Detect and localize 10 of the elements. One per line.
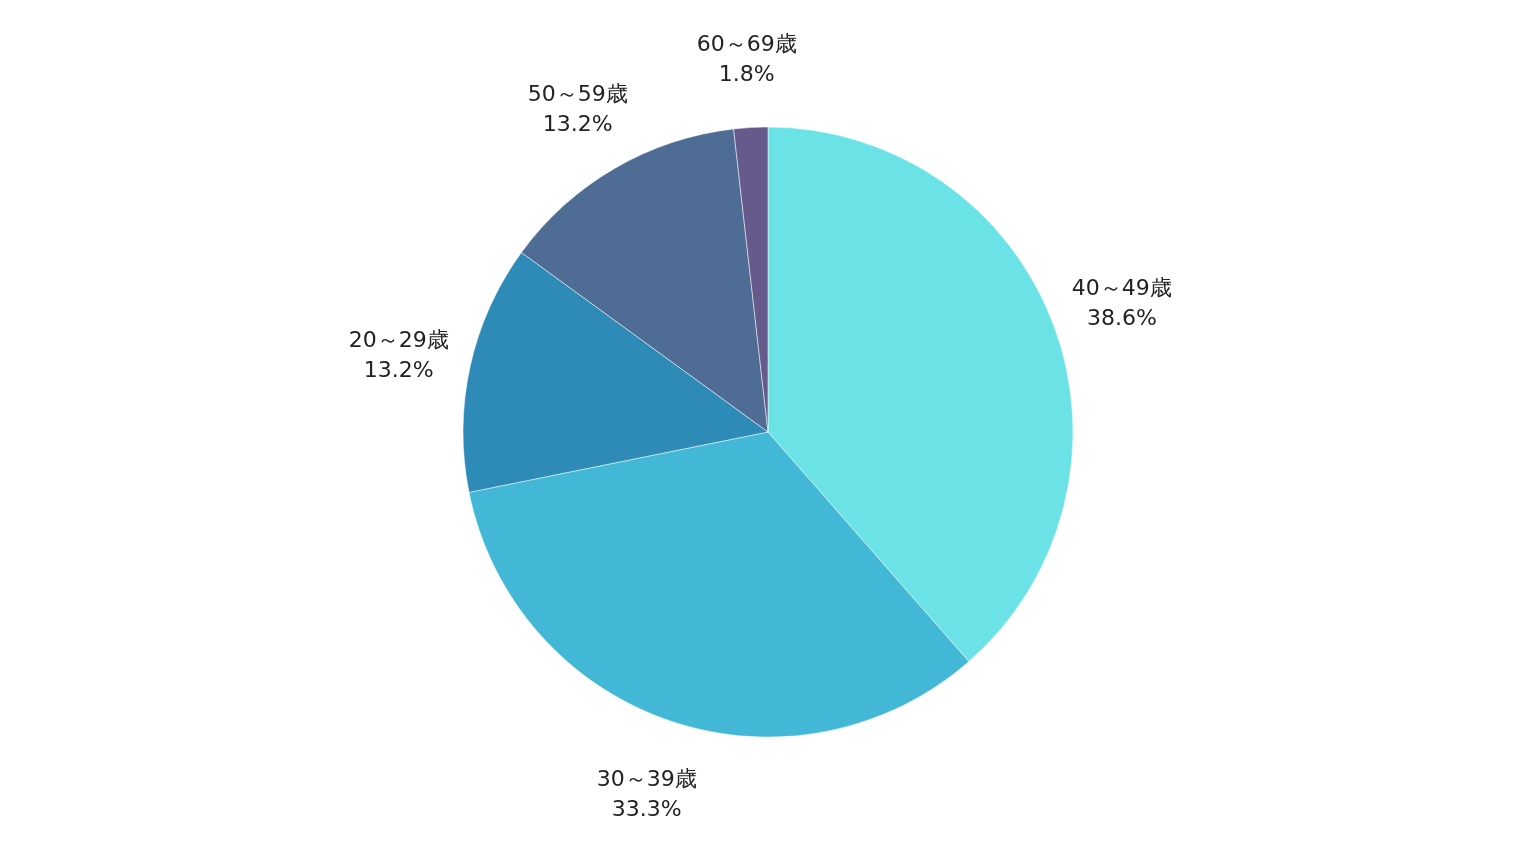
data-label: 1.8% [718,60,775,86]
data-label: 38.6% [1086,305,1157,331]
slice-label: 30～39歳 [596,766,697,792]
slice-label: 40～49歳 [1071,275,1172,301]
slice-label: 60～69歳 [696,30,797,56]
data-label: 13.2% [363,357,434,383]
slice-label: 20～29歳 [348,327,449,353]
data-label: 13.2% [542,111,613,137]
slice-label: 50～59歳 [527,81,628,107]
data-label: 33.3% [611,796,682,822]
